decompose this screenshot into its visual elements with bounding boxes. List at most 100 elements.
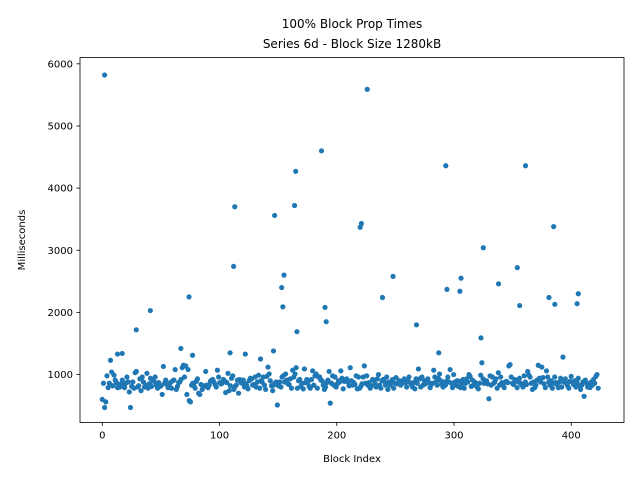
data-point (577, 386, 584, 393)
data-point (203, 368, 209, 375)
data-point (592, 380, 598, 386)
data-point (458, 275, 464, 281)
data-point (486, 396, 492, 402)
data-point (310, 368, 316, 374)
data-point (270, 388, 276, 394)
data-point (224, 380, 230, 386)
data-point (566, 385, 572, 391)
data-point (278, 384, 284, 390)
data-point (274, 402, 280, 408)
data-point (144, 370, 150, 376)
data-point (293, 365, 299, 371)
data-point (105, 385, 111, 391)
data-point (294, 329, 300, 335)
data-point (457, 288, 463, 294)
data-point (340, 386, 346, 392)
data-point (527, 374, 533, 380)
data-point (444, 286, 450, 293)
data-point (151, 378, 157, 384)
data-point (558, 375, 564, 381)
data-point (501, 385, 507, 391)
data-point (133, 327, 139, 333)
data-point (478, 335, 484, 341)
data-point (516, 375, 523, 381)
data-point (114, 351, 121, 357)
data-point (540, 375, 546, 381)
data-point (232, 204, 238, 210)
data-point (270, 348, 277, 354)
data-point (475, 386, 481, 392)
data-point (257, 356, 264, 362)
data-point (147, 307, 153, 314)
data-point (322, 304, 328, 311)
x-tick-label: 100 (210, 430, 229, 441)
data-point (127, 404, 134, 411)
y-tick-label: 6000 (48, 59, 73, 70)
data-point (451, 371, 457, 378)
data-point (533, 382, 539, 388)
data-point (280, 304, 286, 310)
data-point (307, 385, 313, 391)
data-point (505, 380, 511, 386)
data-point (549, 385, 555, 391)
x-tick-label: 300 (444, 430, 463, 441)
data-point (355, 374, 362, 380)
data-point (125, 379, 131, 385)
data-point (240, 377, 246, 383)
data-point (391, 385, 397, 391)
data-point (364, 373, 370, 379)
data-point (227, 350, 233, 356)
data-point (288, 385, 295, 391)
data-point (308, 376, 315, 383)
data-point (378, 385, 384, 391)
data-point (412, 386, 418, 392)
data-point (242, 351, 248, 357)
data-point (406, 374, 412, 380)
data-point (326, 368, 332, 375)
data-point (552, 301, 558, 307)
data-point (332, 374, 338, 380)
x-tick-label: 0 (99, 430, 105, 441)
data-point (419, 374, 425, 380)
data-point (160, 363, 166, 370)
data-point (163, 377, 169, 383)
data-point (297, 376, 303, 383)
data-point (152, 374, 158, 380)
data-point (257, 385, 263, 391)
data-point (197, 391, 203, 398)
data-point (514, 385, 520, 391)
data-point (327, 400, 333, 406)
data-point (183, 363, 189, 369)
data-point (379, 294, 386, 301)
data-point (213, 384, 219, 390)
data-point (413, 322, 420, 328)
data-point (581, 393, 587, 399)
data-point (495, 281, 502, 287)
data-point (104, 373, 110, 379)
data-point (539, 364, 545, 370)
data-point (102, 72, 108, 78)
data-point (319, 378, 325, 384)
y-tick-label: 2000 (48, 308, 73, 319)
data-point (374, 376, 380, 382)
data-point (551, 224, 557, 230)
data-point (100, 380, 107, 386)
data-point (214, 367, 221, 373)
data-point (189, 352, 196, 358)
data-point (546, 294, 552, 301)
data-point (255, 372, 262, 378)
data-point (364, 86, 370, 92)
data-point (277, 379, 283, 385)
data-point (542, 385, 548, 391)
y-tick-label: 3000 (48, 246, 73, 257)
data-point (352, 381, 358, 388)
data-point (390, 273, 396, 279)
data-point (227, 383, 233, 389)
y-axis-label: Milliseconds (17, 210, 28, 271)
data-point (286, 381, 292, 388)
plot-frame (79, 57, 625, 423)
data-point (169, 385, 175, 391)
data-point (311, 382, 317, 388)
data-point (266, 371, 272, 377)
